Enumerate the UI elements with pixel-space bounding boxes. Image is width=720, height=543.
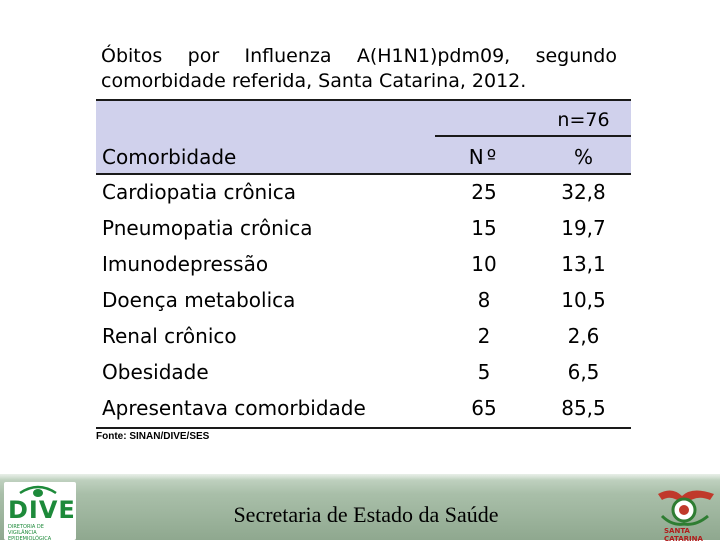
table-row: Obesidade 5 6,5 — [96, 355, 631, 391]
title-line-1: Óbitos por Influenza A(H1N1)pdm09, segun… — [101, 45, 617, 67]
table-header: n=76 Comorbidade Nº % — [96, 99, 631, 175]
comorbidity-cell: Apresentava comorbidade — [102, 396, 366, 420]
table-row: Imunodepressão 10 13,1 — [96, 247, 631, 283]
state-emblem-icon — [658, 490, 714, 526]
count-cell: 5 — [477, 360, 491, 384]
title-line-2: comorbidade referida, Santa Catarina, 20… — [101, 70, 527, 92]
count-cell: 25 — [471, 180, 497, 204]
percent-cell: 85,5 — [561, 396, 606, 420]
comorbidity-cell: Doença metabolica — [102, 288, 296, 312]
count-cell: 8 — [477, 288, 491, 312]
count-cell: 15 — [471, 216, 497, 240]
comorbidity-cell: Imunodepressão — [102, 252, 269, 276]
santa-catarina-logo: SANTA CATARINA — [652, 486, 720, 543]
percent-cell: 13,1 — [561, 252, 606, 276]
percent-cell: 32,8 — [561, 180, 606, 204]
sample-size-label: n=76 — [557, 109, 610, 131]
table-row: Pneumopatia crônica 15 19,7 — [96, 211, 631, 247]
dive-logo-subtitle: DIRETORIA DE VIGILÂNCIA EPIDEMIOLÓGICA — [8, 524, 52, 542]
percent-cell: 6,5 — [567, 360, 600, 384]
header-divider — [435, 135, 631, 137]
count-cell: 65 — [471, 396, 497, 420]
percent-cell: 10,5 — [561, 288, 606, 312]
count-cell: 10 — [471, 252, 497, 276]
header-comorbidity: Comorbidade — [102, 145, 237, 169]
header-count: Nº — [468, 145, 500, 169]
count-cell: 2 — [477, 324, 491, 348]
slide-title: Óbitos por Influenza A(H1N1)pdm09, segun… — [101, 44, 617, 94]
header-percent: % — [573, 145, 593, 169]
comorbidity-cell: Cardiopatia crônica — [102, 180, 297, 204]
table-body: Cardiopatia crônica 25 32,8 Pneumopatia crô… — [96, 175, 631, 429]
comorbidity-cell: Renal crônico — [102, 324, 237, 348]
table-row: Renal crônico 2 2,6 — [96, 319, 631, 355]
table-row: Doença metabolica 8 10,5 — [96, 283, 631, 319]
comorbidity-table: n=76 Comorbidade Nº % Cardiopatia crônic… — [96, 99, 631, 429]
comorbidity-cell: Pneumopatia crônica — [102, 216, 313, 240]
source-note: Fonte: SINAN/DIVE/SES — [96, 431, 210, 442]
eye-icon — [19, 485, 57, 497]
percent-cell: 2,6 — [567, 324, 600, 348]
footer-bar — [0, 474, 720, 540]
comorbidity-cell: Obesidade — [102, 360, 209, 384]
dive-logo: DIVE DIRETORIA DE VIGILÂNCIA EPIDEMIOLÓG… — [4, 482, 76, 542]
table-row: Cardiopatia crônica 25 32,8 — [96, 175, 631, 211]
santa-catarina-logo-word: SANTA CATARINA — [664, 527, 703, 543]
percent-cell: 19,7 — [561, 216, 606, 240]
table-row: Apresentava comorbidade 65 85,5 — [96, 391, 631, 427]
footer-text: Secretaria de Estado da Saúde — [233, 502, 499, 527]
dive-logo-word: DIVE — [8, 496, 76, 524]
